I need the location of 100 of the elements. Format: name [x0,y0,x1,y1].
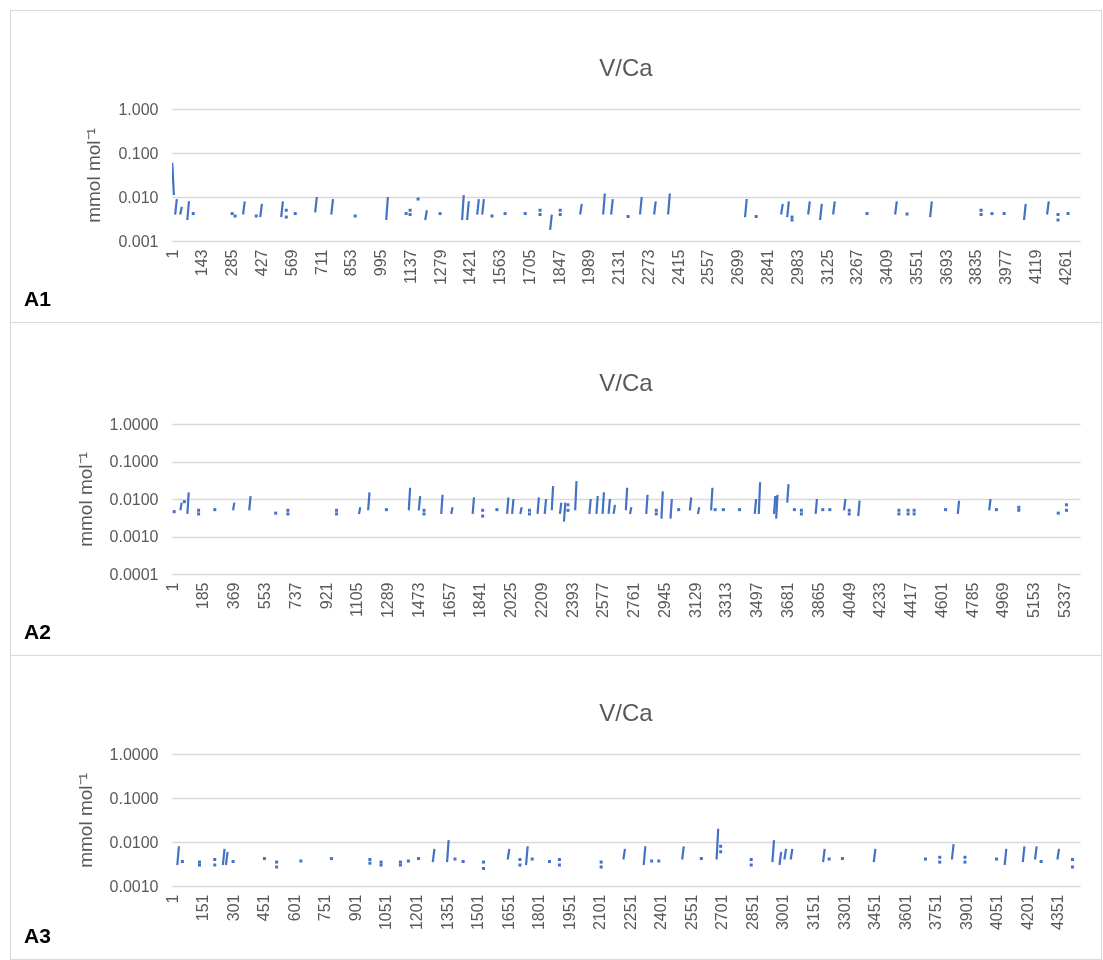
point [293,212,297,216]
x-tick-label: 751 [316,894,334,922]
point [827,857,831,861]
x-tick-label: 4119 [1026,249,1044,284]
point [481,514,485,518]
point [275,865,279,869]
point [274,511,278,515]
y-tick-label: 1.000 [118,100,159,118]
point [944,508,948,512]
point [557,858,561,862]
x-tick-label: 369 [225,582,243,610]
x-tick-label: 1 [163,582,181,592]
point [650,859,654,863]
x-tick-label: 853 [342,249,360,277]
point [518,858,522,862]
x-tick-label: 3551 [907,249,925,286]
x-tick-label: 4261 [1056,249,1074,286]
x-tick-label: 1501 [469,894,487,931]
point [897,512,901,516]
x-tick-label: 2701 [713,894,731,931]
point [566,508,570,512]
x-tick-label: 1801 [530,894,548,931]
point [254,214,258,218]
x-tick-label: 4785 [963,582,981,619]
x-tick-label: 3751 [927,894,945,931]
point [738,508,742,512]
point [1039,860,1043,864]
point [979,208,983,212]
point [213,863,217,867]
point [938,855,942,859]
y-tick-label: 0.0100 [109,490,159,508]
point [197,508,201,512]
x-tick-label: 3601 [896,894,914,931]
point [1064,503,1068,507]
point [172,510,176,514]
point [799,508,803,512]
point [368,861,372,865]
text: A2 [24,620,51,643]
point [865,212,869,216]
x-tick-label: 3151 [805,894,822,931]
point [398,860,402,864]
x-tick-label: 2761 [625,582,643,619]
point [408,208,412,212]
point [335,508,339,512]
y-axis-title: mmol mol⁻¹ [74,773,96,868]
point [905,212,909,216]
point [495,508,499,512]
x-tick-label: 3301 [835,894,853,931]
point [1017,505,1021,509]
x-tick-label: 3977 [997,249,1015,286]
point [422,512,426,516]
point [503,212,507,216]
point [821,508,825,512]
point [379,860,383,864]
x-tick-label: 4201 [1018,894,1036,931]
point [353,214,357,218]
x-tick-label: 1473 [409,582,427,619]
x-tick-label: 553 [255,582,273,610]
x-tick-label: 1 [163,249,181,259]
point [721,508,725,512]
y-tick-label: 1.0000 [109,415,159,433]
point [384,508,388,512]
point [398,863,402,867]
point [566,503,570,507]
x-tick-label: 1105 [348,582,366,617]
point [912,512,916,516]
point [657,859,661,863]
point [213,858,217,862]
x-tick-label: 3681 [779,582,797,619]
x-tick-label: 1279 [431,249,449,286]
text: A3 [24,924,51,947]
x-tick-label: 4049 [840,582,858,619]
y-tick-label: 0.0100 [109,833,159,851]
point [599,860,603,864]
point [897,508,901,512]
point [654,508,658,512]
point [994,508,998,512]
point [749,863,753,867]
point [1070,865,1074,869]
x-tick-label: 901 [346,894,364,922]
x-tick-label: 4051 [988,894,1006,931]
x-tick-label: 1 [163,894,181,904]
point [523,212,527,216]
point [847,508,851,512]
point [191,212,195,216]
x-tick-label: 1951 [560,894,578,931]
chart-title: V/Ca [599,699,654,726]
point [912,508,916,512]
point [453,857,457,861]
x-tick-label: 4969 [994,582,1012,619]
point [481,860,485,864]
x-tick-label: 3409 [878,249,896,286]
point [699,857,703,861]
point [284,215,288,219]
x-tick-label: 1289 [379,582,397,619]
y-tick-label: 0.100 [118,144,159,162]
x-tick-label: 185 [194,582,212,610]
x-tick-label: 3267 [848,249,866,286]
x-tick-label: 3693 [937,249,955,286]
point [1056,213,1060,217]
